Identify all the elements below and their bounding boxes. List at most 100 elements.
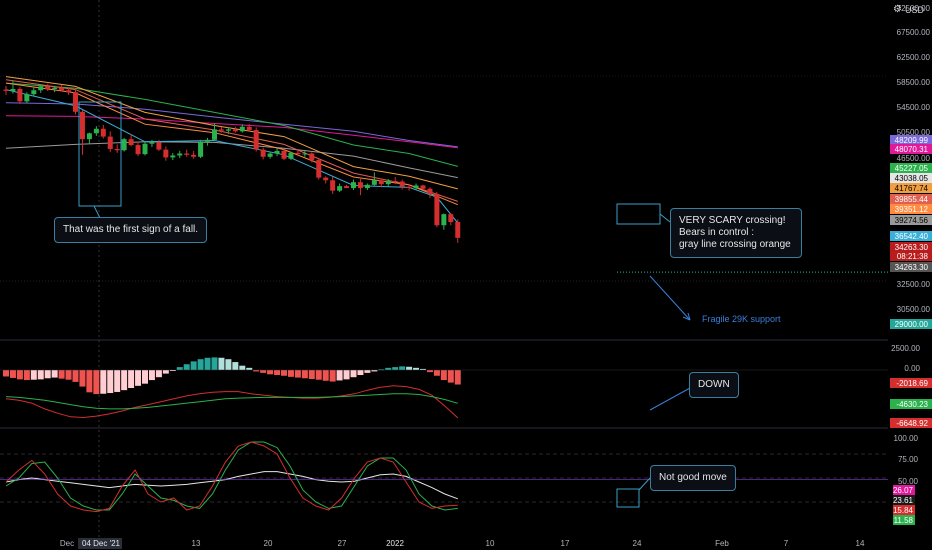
macd-tick-label: 0.00 (904, 364, 920, 373)
macd-histogram-bar (406, 366, 413, 370)
candle-body (406, 186, 412, 189)
macd-histogram-bar (197, 359, 204, 370)
macd-label-text: -4630.23 (896, 400, 928, 409)
candle-body (288, 152, 294, 159)
stoch-label-text: 15.84 (893, 506, 914, 515)
candle-body (184, 153, 190, 155)
candle-body (17, 88, 23, 102)
macd-histogram-bar (37, 370, 44, 380)
candle-body (163, 149, 169, 158)
price-label-text: 34263.30 (895, 263, 929, 272)
candle-body (323, 177, 329, 181)
price-label-box (890, 183, 932, 193)
macd-histogram-bar (93, 370, 100, 395)
crosshair-date-box (78, 538, 122, 549)
price-tick-label: 46500.00 (897, 154, 931, 163)
stoch-label-text: 26.07 (893, 486, 914, 495)
macd-histogram-bar (301, 370, 308, 379)
stoch-white-line (5, 471, 458, 500)
macd-histogram-bar (371, 370, 378, 372)
time-tick-label: 14 (856, 539, 865, 548)
note-first-sign[interactable]: That was the first sign of a fall. (54, 217, 208, 243)
candle-body (385, 180, 391, 185)
currency-label: USD (905, 5, 925, 15)
stochastic-panel (0, 441, 888, 513)
candle-body (142, 143, 148, 155)
stoch-label-box (893, 505, 915, 515)
price-axis: 72500.00 67500.00 62500.00 58500.00 54500.00… (888, 0, 932, 550)
candle-body (10, 88, 16, 91)
candle-body (128, 139, 134, 146)
stoch-label-box (893, 485, 915, 495)
moving-average-line (5, 141, 458, 179)
macd-histogram-bar (433, 370, 440, 376)
macd-histogram-bar (190, 361, 197, 370)
candle-body (218, 129, 224, 131)
price-label-box (890, 163, 932, 173)
candle-body (427, 188, 433, 194)
price-label-text: 34263.30 (895, 243, 929, 252)
price-label-text: 41767.74 (895, 184, 929, 193)
note-down[interactable]: DOWN (689, 372, 739, 398)
down-arrow (649, 387, 691, 411)
macd-histogram-bar (79, 370, 86, 387)
candle-body (79, 111, 85, 140)
macd-histogram-bar (308, 370, 315, 379)
candle-body (253, 130, 259, 150)
signal-line (5, 393, 458, 410)
candle-body (371, 180, 377, 185)
price-label-text: 43038.05 (895, 174, 929, 183)
note-not-good[interactable]: Not good move (650, 465, 736, 491)
macd-line (5, 385, 459, 419)
price-label-text: 08:21:38 (897, 252, 929, 261)
candle-body (24, 94, 30, 102)
price-label-text: 39351.12 (895, 205, 929, 214)
price-label-box (890, 319, 932, 329)
price-label-box (890, 215, 932, 225)
candle-body (455, 221, 461, 238)
candle-body (198, 141, 204, 157)
macd-histogram-bar (260, 370, 267, 373)
candle-body (239, 126, 245, 132)
macd-histogram-bar (274, 370, 281, 376)
macd-histogram-bar (336, 370, 343, 381)
grid (0, 0, 932, 538)
candle-body (295, 152, 301, 155)
macd-histogram-bar (204, 357, 211, 370)
candle-body (212, 129, 217, 140)
stoch-tick-label: 100.00 (894, 434, 919, 443)
time-tick-label: 27 (338, 539, 347, 548)
candle-body (232, 129, 238, 132)
macd-histogram-bar (30, 370, 37, 380)
price-tick-label: 67500.00 (897, 28, 931, 37)
macd-histogram-bar (211, 357, 218, 370)
price-label-text: 48070.31 (895, 145, 929, 154)
price-tick-label: 32500.00 (897, 280, 931, 289)
time-tick-label: 10 (486, 539, 495, 548)
candle-body (59, 87, 65, 91)
callout-pointer (93, 205, 101, 219)
candle-body (100, 128, 106, 137)
candle-body (420, 185, 426, 189)
macd-histogram-bar (3, 370, 9, 377)
note-scary-crossing[interactable]: VERY SCARY crossing! Bears in control : … (670, 208, 802, 258)
macd-histogram-bar (253, 370, 260, 372)
candle-body (378, 180, 384, 185)
candle-body (281, 150, 287, 159)
macd-histogram-bar (128, 370, 135, 388)
callout-pointer (659, 213, 671, 223)
price-label-text: 45227.05 (895, 164, 929, 173)
macd-histogram-bar (350, 370, 357, 378)
macd-histogram-bar (420, 368, 426, 370)
macd-histogram-bar (9, 370, 16, 378)
stoch-label-box (893, 515, 915, 525)
macd-histogram-bar (232, 362, 239, 370)
macd-panel (0, 357, 888, 419)
time-axis: Dec 04 Dec '21 13 20 27 2022 10 17 24 Feb 7 14 (0, 538, 932, 550)
price-tick-label: 72500.00 (897, 4, 931, 13)
candle-body (93, 128, 99, 134)
macd-histogram-bar (23, 370, 30, 381)
macd-histogram-bar (114, 370, 121, 392)
settings-icon[interactable]: ⚙ (893, 4, 902, 15)
